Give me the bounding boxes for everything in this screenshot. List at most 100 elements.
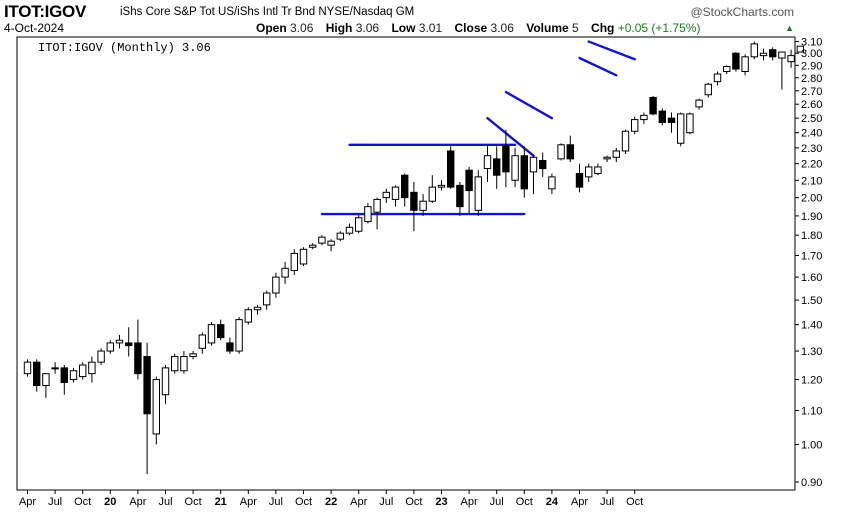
candle-body bbox=[649, 96, 657, 115]
candle bbox=[465, 166, 473, 215]
x-tick-label: Apr bbox=[129, 496, 146, 508]
candle-body bbox=[529, 156, 538, 173]
candle bbox=[253, 304, 262, 315]
x-tick-label: Jul bbox=[269, 496, 283, 508]
candle bbox=[658, 108, 666, 126]
candle bbox=[106, 340, 114, 354]
candle bbox=[769, 47, 777, 61]
candle-body bbox=[355, 217, 363, 232]
y-tick-label: 1.60 bbox=[801, 272, 822, 284]
candle-body bbox=[465, 169, 473, 192]
chart-header: ITOT:IGOV iShs Core S&P Tot US/iShs Intl… bbox=[4, 2, 844, 22]
chg-value: +0.05 (+1.75%) bbox=[617, 21, 701, 35]
y-tick-label: 1.30 bbox=[801, 346, 822, 358]
x-tick-label: Oct bbox=[295, 496, 312, 508]
candle bbox=[217, 319, 225, 341]
candle bbox=[272, 272, 280, 298]
candle bbox=[741, 54, 749, 76]
candle bbox=[180, 351, 188, 374]
candle-body bbox=[796, 45, 804, 53]
candle-body bbox=[658, 110, 666, 123]
candle-body bbox=[290, 252, 299, 271]
candle-body bbox=[539, 159, 547, 170]
candle-body bbox=[769, 49, 777, 58]
candle-body bbox=[391, 186, 400, 200]
candle-body bbox=[585, 166, 593, 178]
x-tick-label: Apr bbox=[571, 496, 588, 508]
x-tick-label: Apr bbox=[461, 496, 478, 508]
candle bbox=[281, 261, 289, 284]
candle-body bbox=[299, 248, 308, 265]
candle bbox=[585, 163, 593, 182]
candle bbox=[649, 96, 657, 116]
candle-body bbox=[428, 186, 437, 202]
close-label: Close bbox=[454, 21, 488, 35]
candle bbox=[640, 112, 648, 124]
candle bbox=[667, 112, 676, 133]
candle-body bbox=[677, 113, 685, 144]
candle-body bbox=[51, 367, 59, 370]
quote-date: 4-Oct-2024 bbox=[4, 21, 65, 35]
candle-body bbox=[198, 334, 207, 349]
candle-body bbox=[189, 353, 197, 358]
candle bbox=[723, 65, 731, 75]
y-tick-label: 1.80 bbox=[801, 230, 822, 242]
candle bbox=[299, 247, 308, 267]
candle-body bbox=[382, 191, 391, 199]
candle-body bbox=[631, 119, 639, 132]
candle bbox=[336, 231, 345, 242]
candle bbox=[161, 365, 170, 405]
candle bbox=[263, 290, 271, 310]
candle bbox=[290, 249, 299, 275]
candle bbox=[152, 376, 161, 445]
candle bbox=[318, 235, 326, 246]
low-label: Low bbox=[391, 21, 416, 35]
y-tick-label: 2.20 bbox=[801, 159, 822, 171]
candle-body bbox=[125, 342, 133, 347]
candle bbox=[198, 332, 207, 354]
candle-body bbox=[612, 150, 620, 158]
candle bbox=[207, 322, 216, 346]
quote-row: 4-Oct-2024 Open 3.06 High 3.06 Low 3.01 … bbox=[4, 21, 844, 37]
candle-body bbox=[447, 150, 455, 188]
candle bbox=[171, 353, 179, 374]
candle bbox=[796, 45, 804, 53]
candle bbox=[226, 337, 234, 354]
candle bbox=[759, 48, 768, 61]
up-arrow-icon: ▲ bbox=[785, 23, 794, 33]
candle-body bbox=[557, 144, 565, 160]
trendline bbox=[486, 116, 535, 157]
y-tick-label: 1.90 bbox=[801, 211, 822, 223]
candle-body bbox=[88, 361, 96, 375]
candle-body bbox=[244, 309, 253, 323]
x-tick-label: Oct bbox=[74, 496, 91, 508]
x-tick-label: Apr bbox=[19, 496, 36, 508]
candle bbox=[401, 173, 409, 207]
candle-body bbox=[272, 276, 280, 294]
candle-body bbox=[60, 367, 68, 384]
candle bbox=[529, 155, 538, 195]
candle bbox=[511, 147, 519, 188]
candle bbox=[309, 243, 317, 250]
candle bbox=[244, 307, 253, 325]
candle-body bbox=[263, 292, 271, 306]
candle-body bbox=[778, 51, 786, 59]
candle-body bbox=[373, 198, 381, 213]
candle bbox=[125, 327, 133, 357]
candle bbox=[493, 146, 501, 189]
symbol-title: ITOT:IGOV bbox=[4, 2, 86, 21]
candle-body bbox=[419, 200, 427, 211]
high-value: 3.06 bbox=[355, 21, 380, 35]
x-tick-label: Jul bbox=[48, 496, 62, 508]
y-tick-label: 1.00 bbox=[801, 439, 822, 451]
candle bbox=[419, 194, 427, 216]
x-tick-label: Apr bbox=[240, 496, 257, 508]
volume-label: Volume bbox=[526, 21, 569, 35]
candle bbox=[23, 359, 32, 377]
candle-body bbox=[410, 191, 418, 211]
candle bbox=[548, 173, 556, 195]
y-tick-label: 2.30 bbox=[801, 143, 822, 155]
candle-body bbox=[327, 240, 335, 246]
candle bbox=[410, 181, 418, 232]
candle-body bbox=[345, 226, 354, 234]
